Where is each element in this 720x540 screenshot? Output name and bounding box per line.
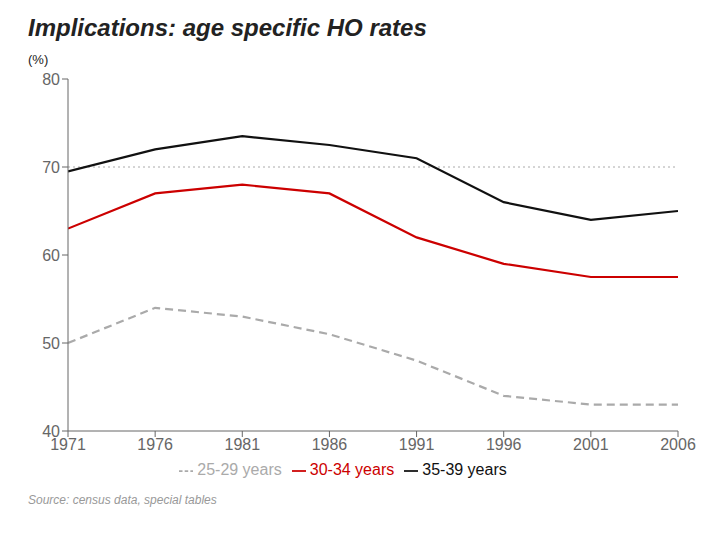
svg-text:1991: 1991 (399, 436, 435, 453)
html-text:35-39 years: 35-39 years (422, 461, 507, 478)
svg-text:40: 40 (42, 423, 60, 440)
svg-text:1971: 1971 (50, 436, 86, 454)
svg-text:2001: 2001 (573, 436, 609, 453)
svg-text:70: 70 (42, 159, 60, 176)
svg-text:1981: 1981 (224, 436, 260, 453)
svg-text:1976: 1976 (137, 436, 173, 453)
svg-text:60: 60 (42, 247, 60, 264)
html-text:Source: census data, special t: Source: census data, special tables (28, 493, 217, 507)
svg-text:2006: 2006 (660, 436, 696, 453)
svg-text:80: 80 (42, 71, 60, 88)
svg-text:50: 50 (42, 335, 60, 352)
svg-text:1996: 1996 (486, 436, 522, 453)
svg-text:1986: 1986 (312, 436, 348, 453)
html-text:30-34 years: 30-34 years (309, 461, 395, 478)
html-text:25-29 years: 25-29 years (197, 461, 282, 478)
html-text:Implications: age specific HO: Implications: age specific HO rates (28, 14, 427, 41)
